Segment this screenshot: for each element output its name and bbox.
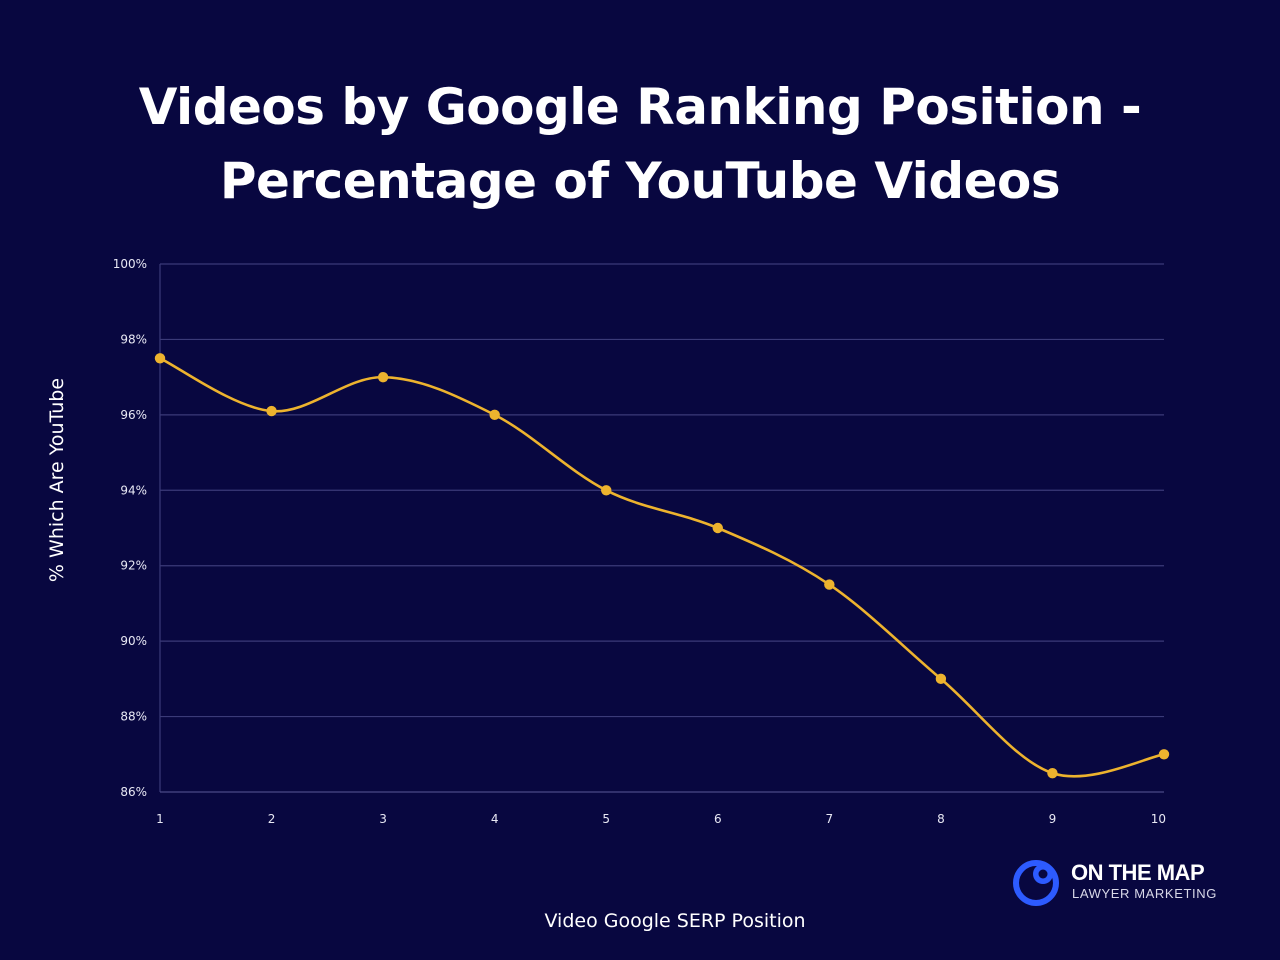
- brand-logo: ON THE MAP LAWYER MARKETING: [1012, 857, 1232, 909]
- x-tick-label-7: 7: [826, 812, 834, 826]
- y-tick-label-94: 94%: [120, 483, 147, 497]
- y-tick-label-92: 92%: [120, 559, 147, 573]
- data-point-4: [489, 409, 500, 421]
- x-tick-labels: 1 2 3 4 5 6 7 8 9 10: [156, 812, 1166, 826]
- series-line-group: [159, 357, 1165, 778]
- x-tick-label-6: 6: [714, 812, 722, 826]
- map-pin-logo-icon: [1013, 860, 1059, 906]
- y-tick-label-98: 98%: [120, 332, 147, 346]
- series-line-0: [159, 357, 1165, 778]
- logo-tagline: LAWYER MARKETING: [1072, 886, 1217, 901]
- grid-lines: [160, 263, 1164, 718]
- x-tick-label-3: 3: [379, 812, 387, 826]
- y-tick-label-90: 90%: [120, 634, 147, 648]
- axes: [159, 264, 1164, 793]
- chart-title: Videos by Google Ranking Position - Perc…: [0, 70, 1280, 218]
- x-tick-label-2: 2: [268, 812, 276, 826]
- y-tick-labels: 86% 88% 90% 92% 94% 96% 98% 100%: [113, 257, 147, 799]
- x-tick-label-5: 5: [602, 812, 610, 826]
- chart-title-line-1: Videos by Google Ranking Position -: [138, 78, 1142, 136]
- y-tick-label-88: 88%: [120, 710, 147, 724]
- chart-title-line-2: Percentage of YouTube Videos: [219, 152, 1061, 210]
- data-point-6: [712, 522, 723, 534]
- y-tick-label-96: 96%: [120, 408, 147, 422]
- data-point-2: [266, 405, 277, 417]
- data-point-10: [1158, 749, 1170, 760]
- x-tick-label-1: 1: [156, 812, 164, 826]
- data-point-3: [377, 371, 389, 383]
- data-points: [154, 353, 1170, 779]
- y-tick-label-100: 100%: [113, 257, 147, 271]
- x-axis-label: Video Google SERP Position: [544, 910, 806, 932]
- x-tick-label-8: 8: [937, 812, 945, 826]
- data-point-8: [935, 673, 947, 685]
- data-point-1: [154, 353, 166, 364]
- y-tick-label-86: 86%: [120, 785, 147, 799]
- x-tick-label-9: 9: [1049, 812, 1057, 826]
- data-point-9: [1047, 767, 1058, 779]
- data-point-5: [601, 485, 612, 496]
- logo-name: ON THE MAP: [1071, 860, 1205, 885]
- x-tick-label-10: 10: [1151, 812, 1166, 826]
- data-point-7: [824, 579, 835, 590]
- x-tick-label-4: 4: [491, 812, 499, 826]
